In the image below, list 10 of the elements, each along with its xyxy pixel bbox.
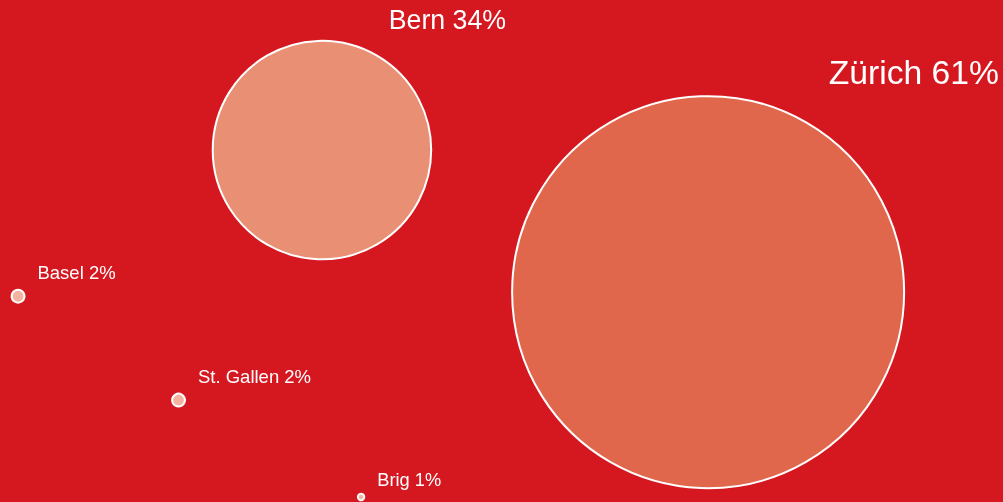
category-label: Brig: [377, 469, 410, 491]
category-label: St. Gallen: [197, 365, 280, 387]
data-label: 34%: [452, 5, 507, 36]
category-label: Bern: [388, 5, 446, 36]
data-label: 2%: [284, 365, 312, 387]
category-label: Basel: [37, 261, 84, 283]
data-label: 2%: [88, 261, 116, 283]
data-label: 61%: [931, 53, 999, 91]
data-label: 1%: [414, 469, 442, 491]
category-label: Zürich: [828, 53, 923, 91]
